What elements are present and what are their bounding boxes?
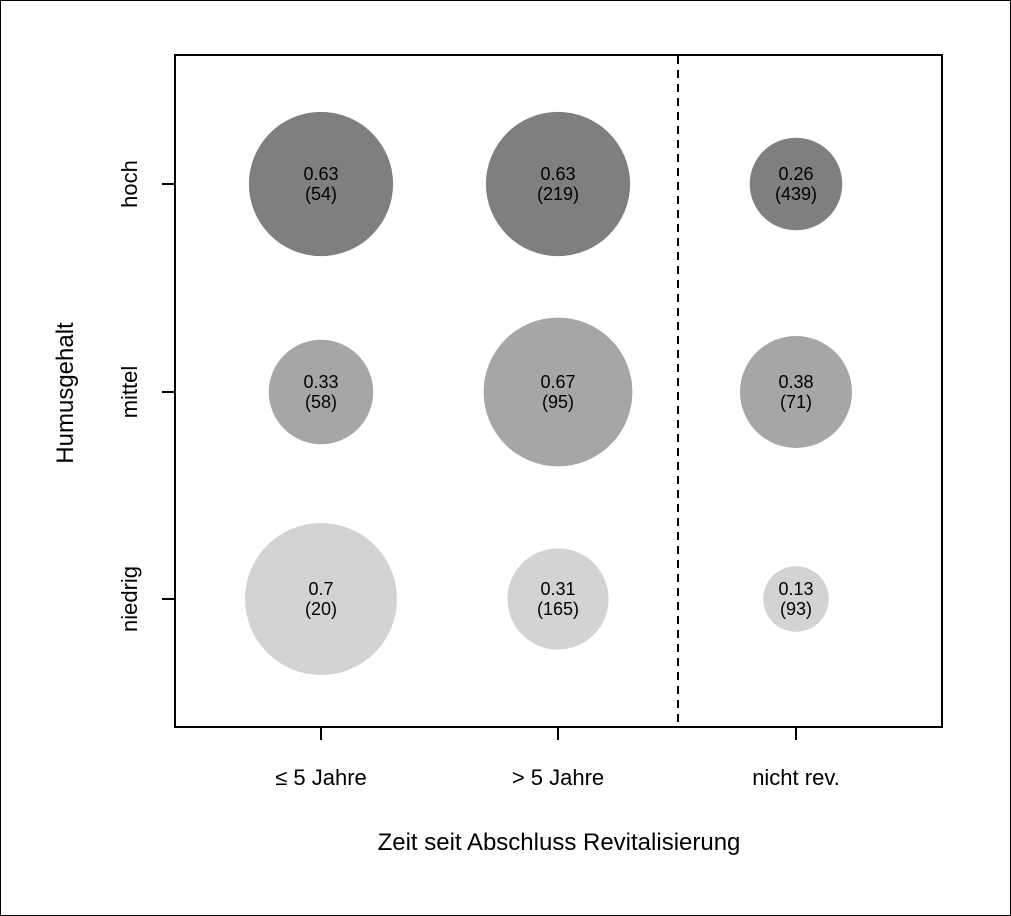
x-tick-label: ≤ 5 Jahre <box>275 765 367 790</box>
bubble-circle <box>268 339 374 445</box>
bubble-mittel-1: 0.33(58) <box>268 339 374 445</box>
bubble-value-label: 0.67 <box>540 372 575 392</box>
bubble-count-label: (165) <box>537 599 579 619</box>
x-axis: ≤ 5 Jahre > 5 Jahre nicht rev. <box>275 727 840 790</box>
bubble-count-label: (54) <box>305 184 337 204</box>
bubble-count-label: (439) <box>775 184 817 204</box>
x-tick-label: nicht rev. <box>752 765 840 790</box>
x-axis-title: Zeit seit Abschluss Revitalisierung <box>378 829 741 856</box>
bubble-value-label: 0.13 <box>778 579 813 599</box>
bubble-niedrig-1: 0.7(20) <box>245 523 397 675</box>
bubble-niedrig-2: 0.31(165) <box>507 548 609 650</box>
bubble-niedrig-3: 0.13(93) <box>763 566 829 632</box>
bubble-mittel-3: 0.38(71) <box>740 336 852 448</box>
bubble-layer: 0.63(54)0.63(219)0.26(439)0.33(58)0.67(9… <box>245 111 852 675</box>
bubble-count-label: (20) <box>305 599 337 619</box>
bubble-circle <box>245 523 397 675</box>
x-tick-label: > 5 Jahre <box>512 765 604 790</box>
y-tick-label: niedrig <box>117 566 142 632</box>
bubble-mittel-2: 0.67(95) <box>483 317 633 467</box>
bubble-circle <box>483 317 633 467</box>
bubble-count-label: (58) <box>305 392 337 412</box>
bubble-count-label: (93) <box>780 599 812 619</box>
bubble-hoch-1: 0.63(54) <box>248 111 394 257</box>
bubble-circle <box>485 111 631 257</box>
bubble-circle <box>507 548 609 650</box>
bubble-value-label: 0.26 <box>778 164 813 184</box>
bubble-count-label: (95) <box>542 392 574 412</box>
bubble-circle <box>749 137 843 231</box>
bubble-circle <box>763 566 829 632</box>
bubble-value-label: 0.63 <box>303 164 338 184</box>
bubble-circle <box>740 336 852 448</box>
bubble-count-label: (71) <box>780 392 812 412</box>
y-axis-title: Humusgehalt <box>52 322 79 464</box>
bubble-hoch-2: 0.63(219) <box>485 111 631 257</box>
y-tick-label: hoch <box>117 160 142 208</box>
bubble-value-label: 0.63 <box>540 164 575 184</box>
bubble-hoch-3: 0.26(439) <box>749 137 843 231</box>
bubble-value-label: 0.33 <box>303 372 338 392</box>
bubble-count-label: (219) <box>537 184 579 204</box>
bubble-value-label: 0.7 <box>308 579 333 599</box>
bubble-value-label: 0.38 <box>778 372 813 392</box>
bubble-circle <box>248 111 394 257</box>
y-tick-label: mittel <box>117 366 142 419</box>
y-axis: niedrig mittel hoch <box>117 160 175 632</box>
bubble-value-label: 0.31 <box>540 579 575 599</box>
